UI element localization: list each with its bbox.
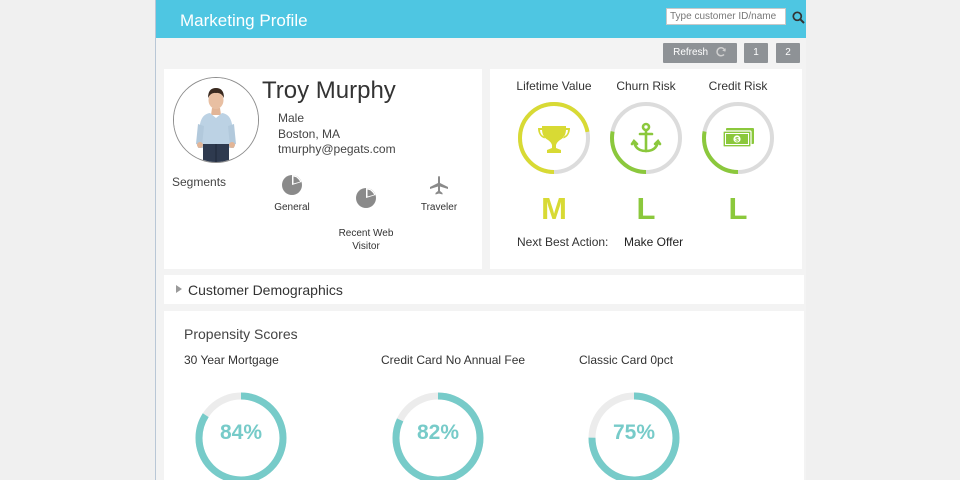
next-best-action-label: Next Best Action:	[517, 235, 609, 249]
refresh-button[interactable]: Refresh	[663, 43, 737, 63]
lifetime-value-indicator: Lifetime Value M	[510, 69, 598, 227]
propensity-name: Credit Card No Annual Fee	[381, 353, 526, 367]
customer-photo	[174, 78, 258, 162]
svg-text:$: $	[735, 137, 739, 144]
propensity-item: Credit Card No Annual Fee 82%	[381, 353, 561, 480]
propensity-name: Classic Card 0pct	[579, 353, 674, 367]
churn-risk-gauge	[610, 102, 682, 174]
propensity-item: Classic Card 0pct 75%	[579, 353, 759, 480]
segment-general-label: General	[274, 202, 310, 213]
lifetime-value-label: Lifetime Value	[516, 79, 592, 93]
lifetime-value-gauge	[518, 102, 590, 174]
propensity-scores-title: Propensity Scores	[184, 326, 298, 342]
customer-location: Boston, MA	[278, 127, 341, 141]
refresh-icon	[716, 47, 726, 57]
credit-risk-label: Credit Risk	[708, 79, 768, 93]
propensity-gauge	[195, 392, 287, 480]
customer-demographics-title[interactable]: Customer Demographics	[188, 282, 343, 298]
propensity-dial: 84%	[186, 383, 296, 480]
customer-search-input[interactable]	[666, 8, 786, 25]
propensity-value: 75%	[612, 421, 656, 444]
pie-chart-icon	[282, 175, 302, 195]
churn-risk-letter: L	[636, 191, 656, 226]
lifetime-value-gauge-arc	[518, 102, 590, 174]
profile-card: Troy Murphy Male Boston, MA tmurphy@pega…	[164, 69, 482, 269]
segment-general[interactable]: General	[267, 174, 317, 214]
propensity-gauge-arc	[392, 392, 484, 480]
propensity-value: 82%	[416, 421, 460, 444]
churn-risk-dial	[607, 99, 685, 177]
propensity-scores-card: Propensity Scores 30 Year Mortgage 84% C…	[164, 311, 804, 480]
churn-risk-gauge-arc	[610, 102, 682, 174]
propensity-item: 30 Year Mortgage 84%	[184, 353, 364, 480]
segments-label: Segments	[172, 175, 227, 189]
anchor-icon	[630, 122, 662, 153]
credit-risk-gauge: $	[702, 102, 774, 174]
propensity-dial: 82%	[383, 383, 493, 480]
airplane-icon	[430, 176, 448, 195]
churn-risk-label: Churn Risk	[616, 79, 676, 93]
propensity-gauge	[588, 392, 680, 480]
risk-card: Lifetime Value M Churn Risk	[490, 69, 802, 269]
refresh-label: Refresh	[673, 47, 709, 58]
marketing-profile-app: Marketing Profile Refresh 1 2	[155, 0, 806, 480]
lifetime-value-dial	[515, 99, 593, 177]
segment-recent-web-visitor-label: Recent Web Visitor	[338, 228, 394, 252]
credit-risk-letter: L	[728, 191, 748, 226]
churn-risk-indicator: Churn Risk L	[602, 69, 690, 227]
propensity-gauge	[392, 392, 484, 480]
propensity-name: 30 Year Mortgage	[184, 353, 279, 367]
header-bar: Marketing Profile	[156, 0, 806, 38]
trophy-icon	[538, 126, 570, 153]
credit-risk-gauge-arc	[702, 102, 774, 174]
page-2-button[interactable]: 2	[776, 43, 800, 63]
propensity-gauge-arc	[195, 392, 287, 480]
propensity-value: 84%	[219, 421, 263, 444]
customer-email: tmurphy@pegats.com	[278, 142, 396, 156]
customer-demographics-section[interactable]: Customer Demographics	[164, 275, 804, 304]
propensity-gauge-arc	[588, 392, 680, 480]
propensity-dial: 75%	[579, 383, 689, 480]
credit-risk-dial: $	[699, 99, 777, 177]
pie-chart-icon	[356, 188, 376, 208]
segment-recent-web-visitor[interactable]: Recent Web Visitor	[330, 174, 402, 253]
expand-arrow-icon[interactable]	[176, 285, 182, 293]
avatar	[173, 77, 259, 163]
lifetime-value-letter: M	[541, 191, 567, 226]
search-icon[interactable]	[792, 11, 805, 24]
money-icon: $	[722, 128, 754, 148]
page-title: Marketing Profile	[180, 11, 308, 30]
segment-traveler[interactable]: Traveler	[414, 174, 464, 214]
segment-traveler-label: Traveler	[420, 202, 458, 213]
customer-name: Troy Murphy	[262, 77, 396, 104]
customer-gender: Male	[278, 111, 305, 125]
next-best-action-value: Make Offer	[624, 235, 684, 249]
credit-risk-indicator: Credit Risk $ L	[694, 69, 782, 227]
page-1-button[interactable]: 1	[744, 43, 768, 63]
